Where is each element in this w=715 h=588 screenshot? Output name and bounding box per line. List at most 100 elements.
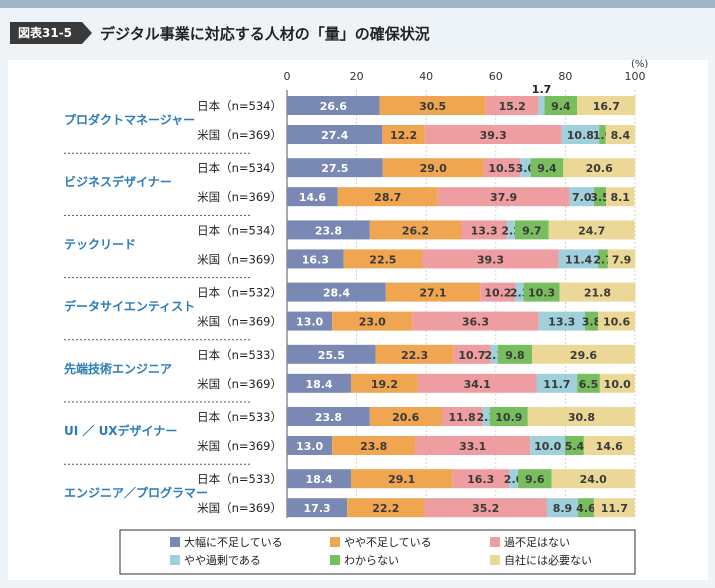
data-label: 30.8 bbox=[568, 411, 595, 424]
bar-segment bbox=[482, 407, 490, 426]
data-label: 3.5 bbox=[590, 191, 610, 204]
bar-segment bbox=[546, 498, 578, 518]
bar-segment bbox=[441, 407, 483, 426]
data-label: 28.7 bbox=[374, 191, 401, 204]
data-label: 22.5 bbox=[369, 253, 396, 266]
bar-segment bbox=[337, 187, 438, 207]
bar-segment bbox=[530, 158, 564, 178]
data-label: 7.0 bbox=[572, 191, 592, 204]
bar-segment bbox=[538, 96, 545, 115]
bar-segment bbox=[287, 311, 333, 331]
group-label: テックリード bbox=[64, 237, 136, 251]
data-label: 35.2 bbox=[472, 502, 499, 515]
bar-segment bbox=[577, 498, 594, 518]
data-label: 11.7 bbox=[601, 502, 628, 515]
data-label: 11.7 bbox=[543, 378, 570, 391]
bar-segment bbox=[424, 125, 562, 144]
bar-segment bbox=[347, 498, 425, 518]
data-label: 5.4 bbox=[565, 440, 585, 453]
data-label: 23.8 bbox=[315, 411, 342, 424]
data-label: 10.7 bbox=[458, 349, 485, 362]
bar-segment bbox=[287, 498, 348, 518]
bar-segment bbox=[480, 282, 516, 302]
bar-segment bbox=[584, 311, 599, 331]
top-accent-bar bbox=[0, 0, 715, 8]
legend-label: わからない bbox=[344, 554, 399, 567]
data-label: 8.1 bbox=[610, 191, 630, 204]
bar-segment bbox=[577, 373, 600, 393]
data-label: 29.0 bbox=[420, 162, 447, 175]
bar-segment bbox=[412, 311, 539, 331]
bar-segment bbox=[507, 220, 515, 240]
bar-segment bbox=[607, 249, 636, 269]
legend-label: 過不足はない bbox=[504, 536, 570, 549]
legend-label: やや不足している bbox=[344, 536, 432, 549]
legend-label: やや過剰である bbox=[184, 554, 261, 567]
group-label: プロダクトマネージャー bbox=[64, 112, 195, 127]
bar-segment bbox=[527, 407, 635, 426]
data-label: 18.4 bbox=[305, 473, 332, 486]
bar-segment bbox=[569, 187, 594, 207]
bar-segment bbox=[599, 373, 635, 393]
row-label: 日本（n=534） bbox=[197, 161, 282, 175]
bar-segment bbox=[544, 96, 578, 115]
data-label: 29.1 bbox=[388, 473, 415, 486]
data-label: 39.3 bbox=[480, 129, 507, 142]
row-label: 日本（n=534） bbox=[197, 223, 282, 237]
bar-segment bbox=[490, 344, 498, 364]
bar-segment bbox=[483, 158, 521, 178]
data-label: 36.3 bbox=[462, 316, 489, 329]
data-label: 20.6 bbox=[586, 162, 613, 175]
group-label: ビジネスデザイナー bbox=[64, 174, 172, 189]
bar-segment bbox=[548, 220, 635, 240]
bar-segment bbox=[379, 96, 486, 115]
data-label: 13.3 bbox=[548, 316, 575, 329]
bar-segment bbox=[369, 220, 461, 240]
bar-segment bbox=[343, 249, 423, 269]
bar-segment bbox=[385, 282, 481, 302]
legend-swatch bbox=[330, 555, 340, 565]
x-tick-label: 40 bbox=[419, 70, 433, 83]
bar-segment bbox=[415, 436, 531, 455]
data-label: 14.6 bbox=[299, 191, 326, 204]
data-label: 16.3 bbox=[302, 253, 329, 266]
data-label: 8.9 bbox=[553, 502, 573, 515]
x-tick-label: 80 bbox=[558, 70, 572, 83]
bar-segment bbox=[593, 498, 635, 518]
bar-segment bbox=[559, 282, 636, 302]
data-label: 33.1 bbox=[459, 440, 486, 453]
row-label: 米国（n=369） bbox=[197, 439, 282, 453]
bar-segment bbox=[332, 311, 413, 331]
bar-segment bbox=[561, 125, 600, 144]
group-label: エンジニア／プログラマー bbox=[64, 485, 208, 500]
bar-segment bbox=[599, 125, 606, 144]
row-label: 日本（n=532） bbox=[197, 286, 282, 300]
bar-segment bbox=[351, 373, 418, 393]
data-label: 9.6 bbox=[525, 473, 545, 486]
row-label: 日本（n=533） bbox=[197, 410, 282, 424]
bar-segment bbox=[497, 344, 532, 364]
figure-title: デジタル事業に対応する人材の「量」の確保状況 bbox=[100, 24, 430, 43]
row-label: 米国（n=369） bbox=[197, 501, 282, 515]
data-label: 11.8 bbox=[448, 411, 475, 424]
data-label: 1.7 bbox=[532, 83, 552, 96]
legend-swatch bbox=[330, 537, 340, 547]
figure-header: 図表31-5 デジタル事業に対応する人材の「量」の確保状況 bbox=[10, 20, 430, 46]
bar-segment bbox=[287, 282, 386, 302]
legend-label: 大幅に不足している bbox=[184, 535, 283, 549]
data-label: 17.3 bbox=[304, 502, 331, 515]
bar-segment bbox=[538, 311, 585, 331]
bar-segment bbox=[531, 344, 635, 364]
bar-segment bbox=[287, 187, 338, 207]
bar-segment bbox=[606, 187, 635, 207]
bar-segment bbox=[489, 407, 528, 426]
bar-segment bbox=[287, 373, 352, 393]
data-label: 26.6 bbox=[320, 100, 347, 113]
bar-segment bbox=[598, 249, 608, 269]
bar-segment bbox=[461, 220, 508, 240]
bar-segment bbox=[351, 469, 453, 489]
bar-segment bbox=[518, 469, 552, 489]
data-label: 29.6 bbox=[570, 349, 597, 362]
data-label: 10.8 bbox=[567, 129, 594, 142]
bar-segment bbox=[287, 220, 370, 240]
